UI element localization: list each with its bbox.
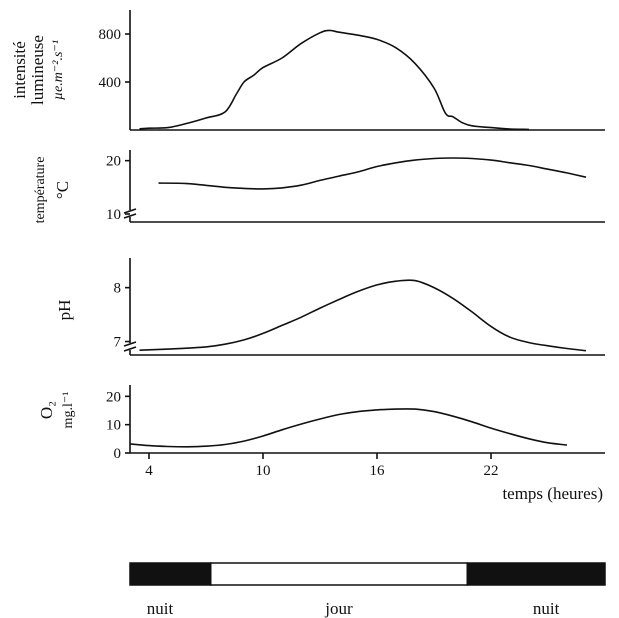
ph-series-line (139, 279, 587, 352)
oxygen-series-line (129, 408, 568, 448)
day-night-bar: nuit jour nuit (129, 562, 606, 618)
ph-ytick-label-0: 7 (114, 335, 122, 351)
ylabel-light-line1: intensité (10, 41, 29, 99)
daynight-label-2: nuit (533, 599, 560, 618)
daynight-label-1: jour (324, 599, 353, 618)
ylabel-oxygen-line1: O₂ (37, 401, 56, 419)
daynight-segment-0 (129, 562, 212, 586)
temperature-axis-break (123, 208, 137, 219)
temperature-ytick-label-0: 10 (106, 207, 121, 223)
ylabel-oxygen-unit: mg.l⁻¹ (61, 392, 76, 429)
temperature-series-line (158, 157, 587, 190)
light-ytick-label-0: 400 (99, 75, 122, 91)
oxygen-ytick-label-1: 10 (106, 418, 121, 434)
xtick-label-2: 16 (370, 463, 386, 479)
ylabel-light-line2: lumineuse (28, 35, 47, 105)
ph-ytick-label-1: 8 (114, 281, 122, 297)
xtick-label-1: 10 (256, 463, 271, 479)
light-ytick-label-1: 800 (99, 27, 122, 43)
ph-axis-break (123, 341, 137, 352)
ylabel-temperature-line1: température (33, 157, 48, 224)
panel-light-intensity: intensité lumineuse µe.m⁻².s⁻¹ 400 800 (10, 10, 605, 131)
x-axis-label: temps (heures) (502, 484, 603, 503)
oxygen-ytick-label-2: 20 (106, 389, 121, 405)
ylabel-light-unit: µe.m⁻².s⁻¹ (51, 40, 66, 100)
temperature-ytick-label-1: 20 (106, 154, 121, 170)
panel-temperature: température °C 10 20 (33, 150, 605, 223)
daynight-label-0: nuit (147, 599, 174, 618)
xtick-label-0: 4 (145, 463, 153, 479)
ylabel-ph: pH (55, 300, 74, 321)
light-series-line (139, 29, 530, 131)
oxygen-ytick-label-0: 0 (114, 446, 122, 462)
daynight-segment-2 (466, 562, 606, 586)
daynight-segment-1 (210, 562, 468, 586)
panel-oxygen: O₂ mg.l⁻¹ temps (heures) 0 10 20 4 10 16 22 (37, 385, 605, 503)
xtick-label-3: 22 (484, 463, 499, 479)
panel-ph: pH 7 8 (55, 258, 605, 356)
ylabel-temperature-unit: °C (53, 181, 72, 199)
